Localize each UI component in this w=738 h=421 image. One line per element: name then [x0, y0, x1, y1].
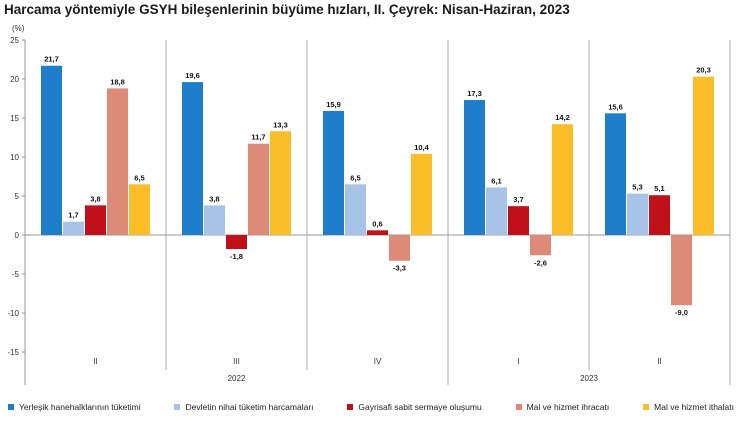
bar [107, 88, 128, 235]
bar [389, 235, 410, 261]
x-group-label: 2023 [580, 374, 598, 383]
data-label: -1,8 [230, 252, 243, 261]
bar [530, 235, 551, 256]
data-label: 5,1 [654, 184, 664, 193]
bar [129, 184, 150, 235]
bar [367, 230, 388, 235]
y-tick-label: -15 [7, 348, 19, 357]
legend-item: Mal ve hizmet ihracatı [515, 402, 610, 412]
data-label: 3,7 [513, 195, 523, 204]
bar [204, 205, 225, 235]
data-label: 15,6 [608, 102, 623, 111]
data-label: 3,8 [90, 194, 100, 203]
x-group-label: 2022 [228, 374, 246, 383]
bar [323, 110, 344, 235]
bar [486, 187, 507, 235]
data-label: 14,2 [555, 113, 570, 122]
legend-item: Gayrisafi sabit sermaye oluşumu [347, 402, 482, 412]
y-tick-label: -10 [7, 309, 19, 318]
chart-title: Harcama yöntemiyle GSYH bileşenlerinin b… [4, 2, 570, 17]
y-tick-label: 15 [10, 114, 19, 123]
legend-swatch [8, 404, 14, 410]
x-tick-label: II [93, 357, 97, 366]
legend-label: Devletin nihai tüketim harcamaları [185, 402, 314, 412]
y-tick-label: 10 [10, 153, 19, 162]
bar-chart: (%) 25 20 15 10 5 0 -5 -10 -15 21,7 19,6 15,9 17,3 15,… [7, 24, 731, 385]
data-label: 17,3 [467, 89, 482, 98]
data-label: 6,1 [491, 176, 501, 185]
bar [627, 193, 648, 235]
legend-item: Yerleşik hanehalklarının tüketimi [8, 402, 141, 412]
x-tick-label: I [517, 357, 519, 366]
legend-label: Mal ve hizmet ihracatı [526, 402, 610, 412]
bar [270, 131, 291, 235]
legend-swatch [174, 404, 181, 410]
data-label: 11,7 [251, 133, 265, 142]
data-label: 6,5 [350, 173, 360, 182]
data-label: 18,8 [110, 77, 125, 86]
data-label: -2,6 [534, 258, 547, 267]
legend-label: Yerleşik hanehalklarının tüketimi [19, 402, 141, 412]
y-tick-label: 5 [15, 192, 20, 201]
y-axis-unit-label: (%) [12, 24, 25, 33]
bar [552, 124, 573, 235]
bar [508, 206, 529, 235]
bar [63, 221, 84, 235]
data-label: 21,7 [44, 55, 59, 64]
legend-swatch [515, 404, 522, 410]
data-label: 19,6 [185, 71, 200, 80]
bar [411, 153, 432, 235]
y-tick-label: 25 [10, 36, 19, 45]
bar [226, 235, 247, 250]
legend-label: Gayrisafi sabit sermaye oluşumu [358, 402, 482, 412]
data-label: 10,4 [414, 143, 429, 152]
legend-swatch [643, 404, 650, 410]
data-label: 6,5 [134, 173, 144, 182]
bar [41, 65, 62, 236]
bar [605, 113, 626, 235]
y-tick-label: 0 [15, 231, 20, 240]
x-tick-label: IV [374, 357, 382, 366]
data-label: 3,8 [209, 194, 219, 203]
legend-item: Mal ve hizmet ithalatı [643, 402, 734, 412]
data-label: 13,3 [273, 120, 288, 129]
bar [182, 82, 203, 236]
legend-item: Devletin nihai tüketim harcamaları [174, 402, 314, 412]
data-label: 1,7 [68, 211, 78, 220]
data-label: 20,3 [696, 66, 711, 75]
data-label: 5,3 [632, 183, 642, 192]
bar [345, 184, 366, 235]
bar [693, 76, 714, 235]
data-label: -9,0 [675, 308, 688, 317]
data-label: -3,3 [393, 264, 406, 273]
legend-swatch [347, 404, 354, 410]
bar [649, 195, 670, 235]
bar [671, 235, 692, 306]
y-tick-label: -5 [12, 270, 20, 279]
data-label: 15,9 [326, 100, 341, 109]
y-tick-label: 20 [10, 75, 19, 84]
bar [464, 100, 485, 235]
legend-label: Mal ve hizmet ithalatı [654, 402, 734, 412]
data-label: 0,6 [372, 219, 382, 228]
bar [248, 143, 269, 235]
chart-legend: Yerleşik hanehalklarının tüketimi Devleti… [8, 402, 734, 412]
x-tick-label: III [233, 357, 240, 366]
bar [85, 205, 106, 235]
x-tick-label: II [657, 357, 661, 366]
